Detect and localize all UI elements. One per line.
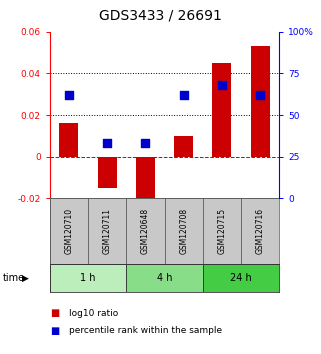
Text: GSM120708: GSM120708 — [179, 208, 188, 254]
Point — [143, 141, 148, 146]
Text: ■: ■ — [50, 326, 59, 336]
Point — [257, 92, 263, 98]
Bar — [174, 136, 193, 156]
Text: 4 h: 4 h — [157, 273, 172, 283]
Bar — [203, 198, 241, 264]
Text: GSM120710: GSM120710 — [65, 208, 74, 254]
Text: ■: ■ — [50, 308, 59, 318]
Point — [66, 92, 72, 98]
Bar — [59, 124, 78, 156]
Text: GSM120711: GSM120711 — [103, 208, 112, 254]
Bar — [126, 198, 164, 264]
Text: percentile rank within the sample: percentile rank within the sample — [69, 326, 222, 336]
Point — [219, 82, 224, 88]
Text: log10 ratio: log10 ratio — [69, 309, 118, 318]
Bar — [164, 198, 203, 264]
Bar — [136, 156, 155, 205]
Bar — [98, 156, 117, 188]
Text: GSM120648: GSM120648 — [141, 208, 150, 254]
Bar — [50, 264, 126, 292]
Text: GSM120715: GSM120715 — [217, 208, 226, 254]
Bar — [126, 264, 203, 292]
Text: GDS3433 / 26691: GDS3433 / 26691 — [99, 9, 222, 23]
Text: 1 h: 1 h — [80, 273, 96, 283]
Text: ▶: ▶ — [22, 274, 29, 283]
Bar — [251, 46, 270, 156]
Bar — [203, 264, 279, 292]
Bar — [212, 63, 231, 156]
Bar — [241, 198, 279, 264]
Text: time: time — [3, 273, 25, 283]
Text: 24 h: 24 h — [230, 273, 252, 283]
Bar — [50, 198, 88, 264]
Bar — [88, 198, 126, 264]
Text: GSM120716: GSM120716 — [256, 208, 265, 254]
Point — [181, 92, 186, 98]
Point — [105, 141, 110, 146]
